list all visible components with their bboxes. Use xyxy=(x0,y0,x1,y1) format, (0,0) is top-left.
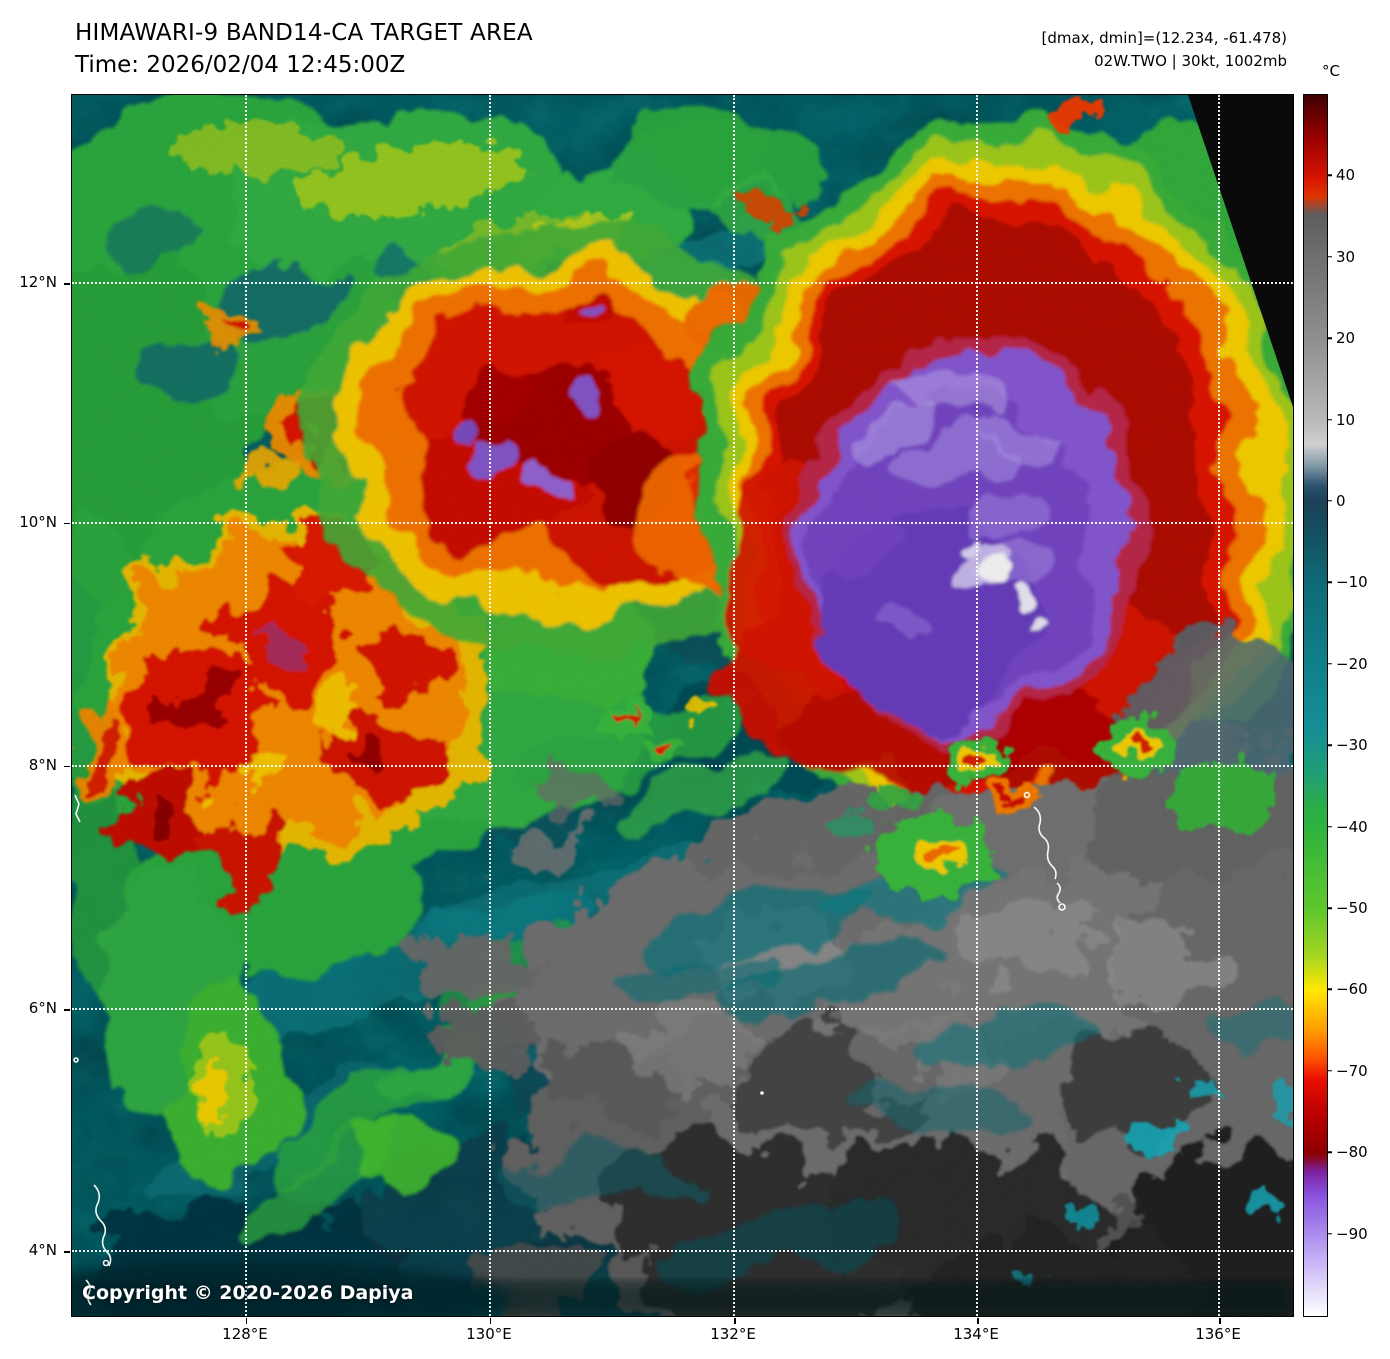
lon-tick-label: 132°E xyxy=(710,1325,756,1343)
colorbar-tick-label: −80 xyxy=(1336,1143,1368,1162)
gridline-lat xyxy=(72,521,1293,524)
colorbar-tick-label: −10 xyxy=(1336,573,1368,592)
colorbar-gradient xyxy=(1304,95,1327,1316)
coastline-talaud-south xyxy=(85,1279,92,1306)
islet xyxy=(1058,903,1066,911)
colorbar-tick-label: 20 xyxy=(1336,329,1356,348)
gridline-lon xyxy=(976,95,978,1316)
lat-tick-label: 12°N xyxy=(19,273,57,292)
gridline-lat xyxy=(72,764,1293,767)
lon-tick-label: 136°E xyxy=(1195,1325,1241,1343)
colorbar-tick-label: 10 xyxy=(1336,410,1356,429)
coastline-palau xyxy=(1033,806,1057,880)
lon-tick-mark xyxy=(245,1318,248,1324)
lon-tick-mark xyxy=(489,1318,492,1324)
coastline-west-edge xyxy=(74,794,81,823)
gridline-lat xyxy=(72,1008,1293,1011)
colorbar-tick-label: −30 xyxy=(1336,736,1368,755)
lon-axis: 128°E 130°E 132°E 134°E 136°E xyxy=(71,1321,1292,1347)
lon-tick-mark xyxy=(1219,1318,1221,1324)
gridline-lon xyxy=(244,95,247,1316)
lat-tick-label: 4°N xyxy=(28,1241,57,1260)
lat-tick-mark xyxy=(64,283,70,285)
gridline-lon xyxy=(1218,95,1220,1316)
colorbar-tick-label: −90 xyxy=(1336,1224,1368,1243)
bottom-left-dark-patch xyxy=(72,1260,512,1316)
lon-tick-label: 130°E xyxy=(466,1325,512,1343)
lon-tick-label: 134°E xyxy=(953,1325,999,1343)
scan-edge-black-wedge xyxy=(1188,95,1293,407)
colorbar-tick-mark xyxy=(1328,174,1332,177)
lat-tick-label: 10°N xyxy=(19,512,57,531)
islet xyxy=(1023,791,1031,799)
colorbar-tick-mark xyxy=(1328,500,1332,502)
colorbar-tick-label: 0 xyxy=(1336,491,1346,510)
coastline-talaud xyxy=(93,1184,112,1267)
lat-tick-mark xyxy=(64,522,70,525)
colorbar-tick-mark xyxy=(1328,907,1332,909)
colorbar-tick-label: −50 xyxy=(1336,899,1368,918)
colorbar-tick-mark xyxy=(1328,1151,1332,1153)
lon-tick-mark xyxy=(734,1318,736,1324)
copyright-text: Copyright © 2020-2026 Dapiya xyxy=(82,1282,414,1304)
lat-tick-mark xyxy=(64,1009,70,1011)
gridline-lat xyxy=(72,282,1293,285)
dmax-dmin-readout: [dmax, dmin]=(12.234, -61.478) xyxy=(1041,29,1287,47)
colorbar-tick-label: 30 xyxy=(1336,247,1356,266)
colorbar-tick-mark xyxy=(1328,744,1332,746)
colorbar-tick-mark xyxy=(1328,988,1332,991)
coastlines xyxy=(73,791,1066,1306)
lon-tick-mark xyxy=(977,1318,979,1324)
figure-time: Time: 2026/02/04 12:45:00Z xyxy=(75,52,406,78)
satellite-ir-image xyxy=(72,95,1293,1316)
colorbar-labels: 40 30 20 10 0 −10 −20 −30 −40 −50 −60 −70 −80 −90 xyxy=(1328,94,1388,1315)
lat-tick-label: 6°N xyxy=(28,999,57,1018)
colorbar-tick-label: −40 xyxy=(1336,817,1368,836)
lat-axis: 12°N 10°N 8°N 6°N 4°N xyxy=(0,94,64,1315)
colorbar-tick-label: −70 xyxy=(1336,1061,1368,1080)
gridline-lon xyxy=(488,95,491,1316)
storm-info: 02W.TWO | 30kt, 1002mb xyxy=(1094,52,1287,70)
lat-tick-label: 8°N xyxy=(28,755,57,774)
colorbar-tick-label: 40 xyxy=(1336,166,1356,185)
colorbar-unit-label: °C xyxy=(1322,62,1340,80)
coastline-palau-south xyxy=(1056,882,1061,904)
islet xyxy=(73,1057,79,1063)
figure-title: HIMAWARI-9 BAND14-CA TARGET AREA xyxy=(75,20,533,46)
colorbar-tick-mark xyxy=(1328,581,1332,584)
map-plot: Copyright © 2020-2026 Dapiya xyxy=(64,94,1294,1324)
grid-overlay xyxy=(64,95,1293,1324)
colorbar-tick-mark xyxy=(1328,1232,1332,1235)
colorbar xyxy=(1303,94,1328,1317)
colorbar-tick-mark xyxy=(1328,418,1332,421)
gridline-lon xyxy=(733,95,736,1316)
lat-tick-mark xyxy=(64,1251,70,1253)
colorbar-tick-mark xyxy=(1328,337,1332,339)
colorbar-tick-mark xyxy=(1328,663,1332,665)
lat-tick-mark xyxy=(64,765,70,768)
colorbar-tick-mark xyxy=(1328,1070,1332,1072)
lon-tick-label: 128°E xyxy=(222,1325,268,1343)
colorbar-tick-label: −60 xyxy=(1336,980,1368,999)
gridline-lat xyxy=(72,1250,1293,1253)
ir-grain-texture xyxy=(72,95,1293,1316)
islet xyxy=(102,1259,110,1267)
white-speck xyxy=(760,1091,764,1095)
colorbar-tick-label: −20 xyxy=(1336,654,1368,673)
colorbar-tick-mark xyxy=(1328,825,1332,828)
colorbar-tick-mark xyxy=(1328,256,1332,258)
